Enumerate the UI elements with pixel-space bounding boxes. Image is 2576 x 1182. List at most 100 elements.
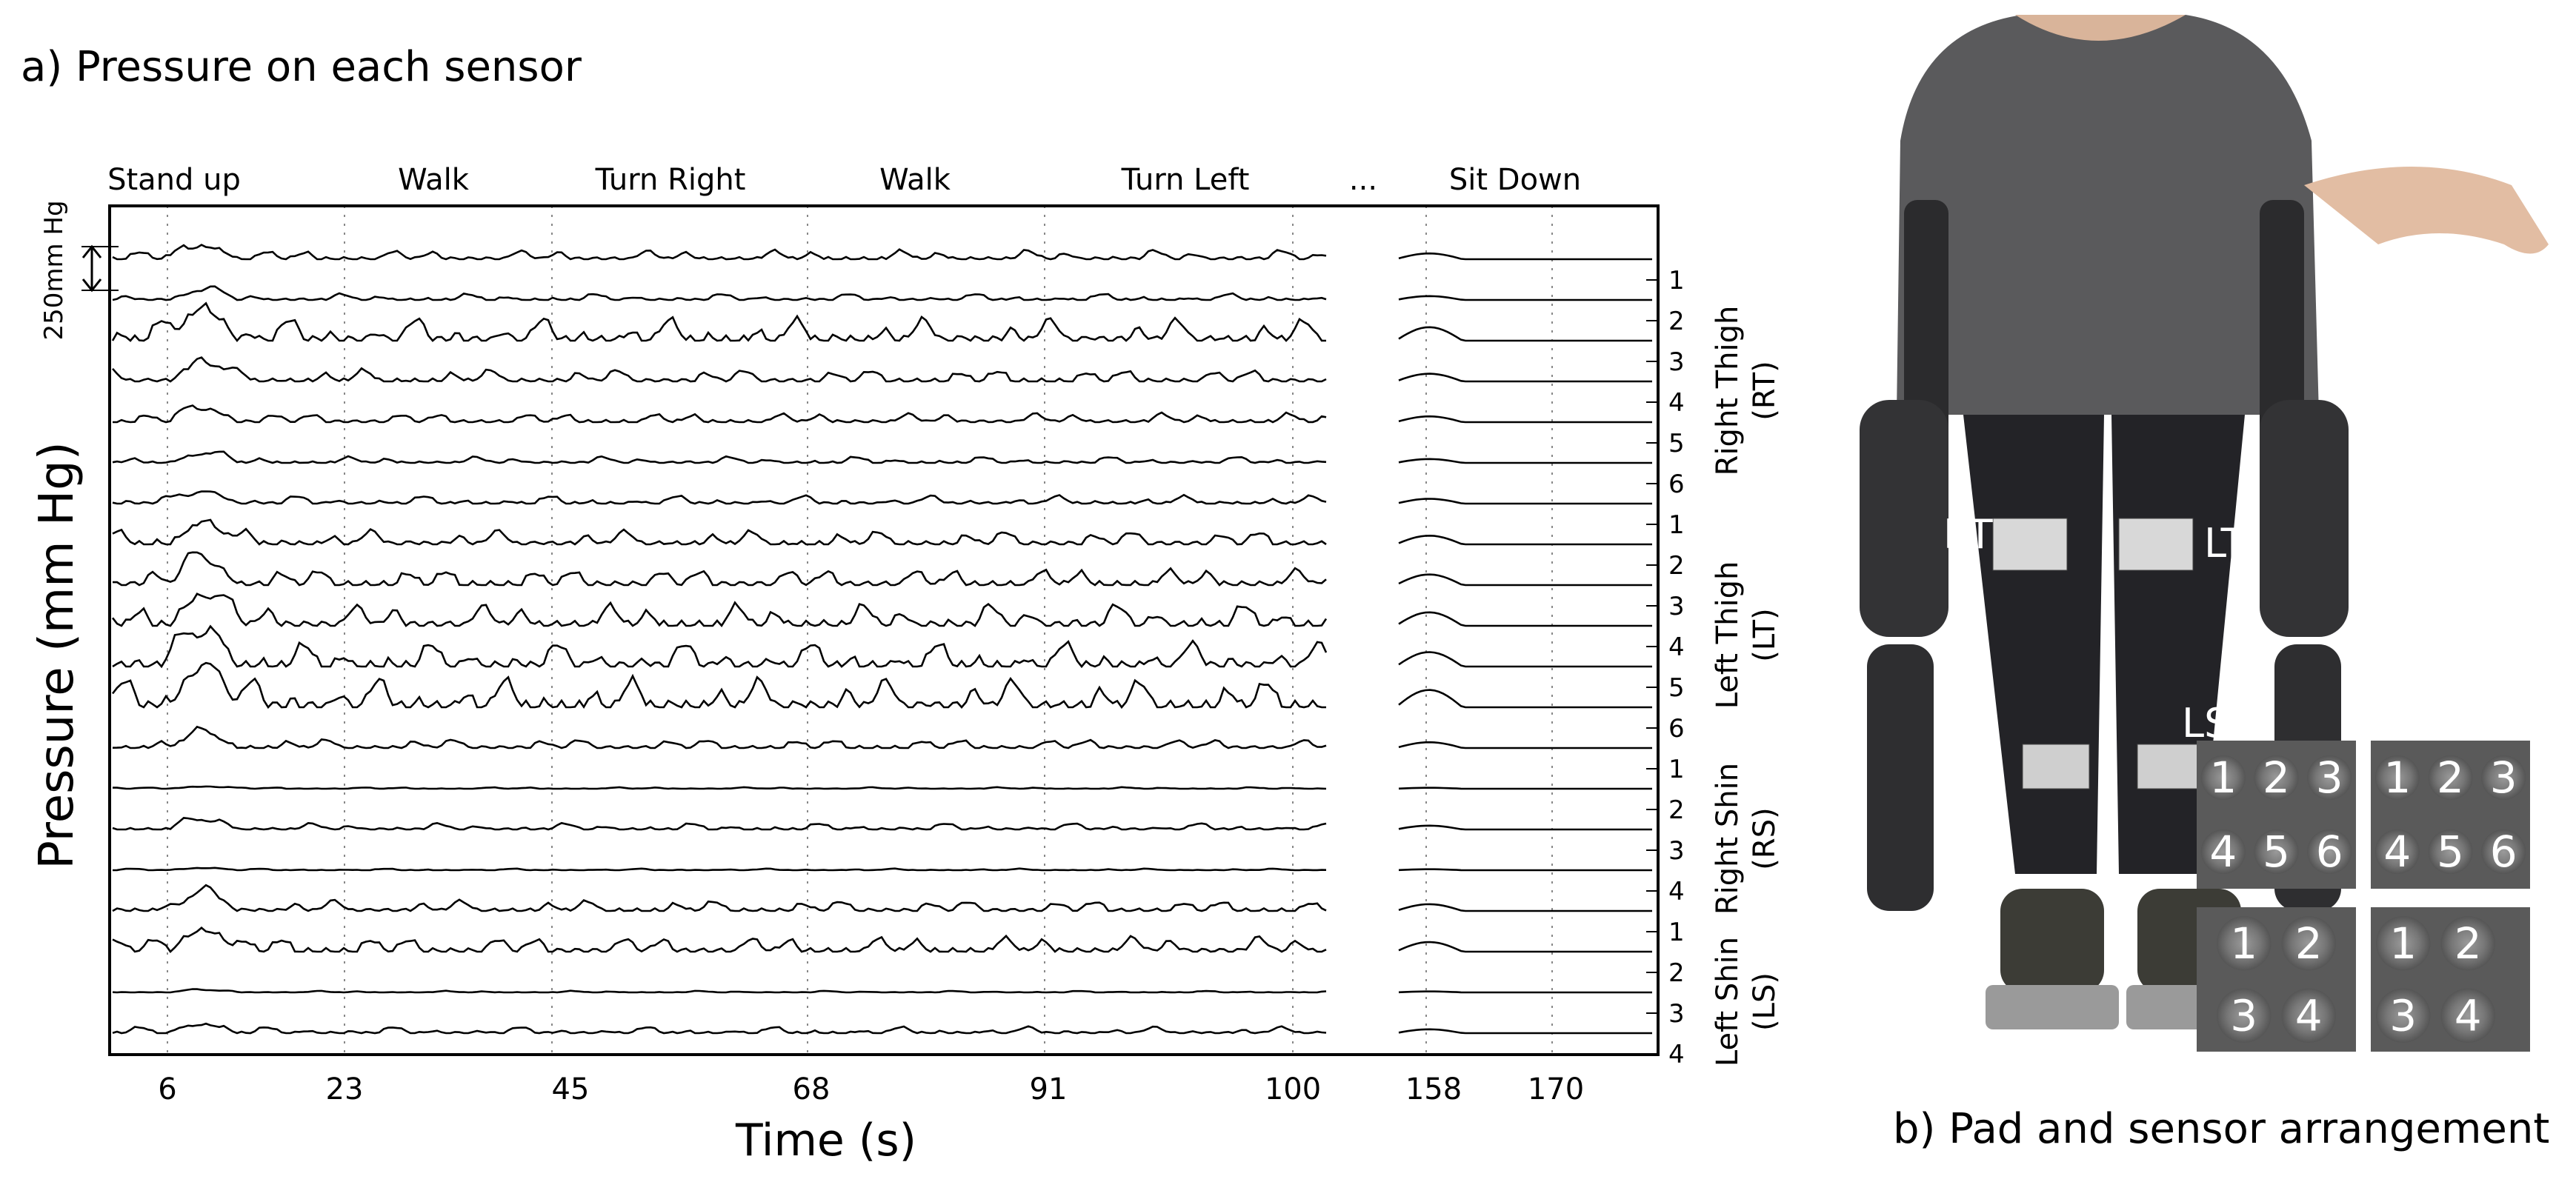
trace-line-tail-7	[1398, 534, 1652, 546]
x-axis-label: Time (s)	[735, 1115, 916, 1166]
sensor-number-5: 6	[1668, 470, 1685, 499]
sensor-number-8: 3	[1668, 592, 1685, 621]
pad-number: 4	[2209, 827, 2237, 877]
y-axis-label: Pressure (mm Hg)	[30, 441, 84, 869]
trace-line-tail-5	[1398, 458, 1652, 464]
sensor-number-0: 1	[1668, 266, 1685, 296]
pad-number: 2	[2295, 918, 2323, 969]
right-shoe	[2000, 889, 2104, 992]
x-tick-label-4: 91	[1030, 1072, 1068, 1106]
shin-pad-layout-right: 1 23 4	[2197, 907, 2356, 1052]
sensor-number-15: 4	[1668, 877, 1685, 906]
y-ticks	[1646, 279, 1658, 1055]
pad-blob	[2481, 755, 2526, 801]
pad-blob	[2281, 916, 2336, 971]
pad-blob	[2217, 988, 2272, 1043]
pad-number: 3	[2230, 990, 2257, 1041]
right-leg	[1963, 415, 2104, 874]
pad-blob	[2440, 916, 2495, 971]
pad-number: 1	[2383, 752, 2411, 803]
pad-blob	[2374, 755, 2420, 801]
pad-label-lt: LT	[2204, 520, 2246, 567]
pad-number: 5	[2437, 827, 2464, 877]
pad-blob	[2217, 916, 2272, 971]
pad-number: 4	[2383, 827, 2411, 877]
phase-label-2: Turn Right	[595, 163, 746, 197]
trace-line-tail-8	[1398, 573, 1652, 587]
trace-line-tail-16	[1398, 903, 1652, 912]
arm-shape	[2304, 167, 2549, 254]
pad-blob	[2254, 829, 2299, 875]
pressure-traces	[111, 244, 1652, 1035]
trace-line-6	[112, 490, 1327, 505]
pad-number: 3	[2316, 752, 2343, 803]
trace-line-tail-4	[1398, 415, 1652, 424]
trace-line-11	[111, 661, 1326, 709]
sensor-number-14: 3	[1668, 836, 1685, 866]
sensor-number-7: 2	[1668, 551, 1685, 581]
pad-blob	[2307, 755, 2352, 801]
trace-line-4	[113, 404, 1327, 424]
pad-label-rs: RS	[1940, 695, 1993, 741]
pad-number: 3	[2490, 752, 2517, 803]
sensor-number-3: 4	[1668, 388, 1685, 418]
sensor-number-12: 1	[1668, 755, 1685, 784]
pad-blob	[2428, 829, 2473, 875]
shirt-shape	[1897, 15, 2319, 415]
pad-number: 4	[2454, 990, 2482, 1041]
x-tick-label-5: 100	[1265, 1072, 1321, 1106]
trace-line-18	[112, 988, 1327, 994]
thigh-pad-layout-right: 1 2 3 4 5 6	[2197, 741, 2356, 889]
trace-line-19	[112, 1022, 1327, 1035]
sensor-number-19: 4	[1668, 1040, 1685, 1069]
group-label-3-line1: Left Shin	[1711, 937, 1745, 1066]
pad-number: 6	[2316, 827, 2343, 877]
trace-line-tail-3	[1398, 373, 1652, 383]
pad-blob	[2307, 829, 2352, 875]
trace-line-2	[111, 301, 1326, 343]
neck-shape	[2015, 15, 2186, 41]
trace-line-5	[112, 450, 1327, 464]
pad-number: 2	[2263, 752, 2290, 803]
group-label-1-line2: (LT)	[1748, 608, 1782, 661]
trace-line-14	[112, 817, 1327, 831]
sensor-number-4: 5	[1668, 429, 1685, 458]
trace-line-tail-10	[1398, 651, 1652, 668]
group-label-0-line2: (RT)	[1748, 361, 1782, 421]
trace-line-0	[112, 244, 1327, 261]
sensor-number-11: 6	[1668, 714, 1685, 744]
sensor-number-18: 3	[1668, 999, 1685, 1029]
trace-line-tail-9	[1398, 611, 1652, 627]
trace-line-tail-15	[1398, 868, 1652, 872]
pad-blob	[2428, 755, 2473, 801]
group-label-3-line2: (LS)	[1748, 972, 1782, 1031]
panel-b-caption: b) Pad and sensor arrangement	[1893, 1105, 2550, 1153]
group-label-2-line2: (RS)	[1748, 807, 1782, 869]
x-tick-label-3: 68	[793, 1072, 831, 1106]
sensor-number-2: 3	[1668, 347, 1685, 377]
pad-blob	[2481, 829, 2526, 875]
x-tick-label-7: 170	[1528, 1072, 1584, 1106]
phase-label-3: Walk	[879, 163, 951, 197]
trace-line-7	[112, 518, 1327, 546]
plot-frame	[108, 204, 1660, 1056]
trace-line-9	[111, 592, 1328, 627]
trace-line-16	[112, 884, 1327, 912]
trace-line-tail-12	[1398, 741, 1652, 749]
right-footplate	[1986, 985, 2119, 1029]
pad-blob	[2376, 916, 2431, 971]
pad-number: 4	[2295, 990, 2323, 1041]
pad-number: 1	[2209, 752, 2237, 803]
phase-label-5: ...	[1349, 163, 1377, 197]
sensor-box-rs	[2022, 744, 2090, 789]
exoskeleton-photo: RT LT RS LS 1 2 34 5 6 1 2 34 5 6 1 23 4 1 23 4	[1860, 15, 2549, 1052]
trace-line-8	[113, 551, 1327, 587]
pad-number: 1	[2389, 918, 2417, 969]
trace-line-tail-2	[1398, 326, 1652, 342]
sensor-box-ls	[2137, 744, 2205, 789]
sensor-number-9: 4	[1668, 632, 1685, 662]
group-label-0-line1: Right Thigh	[1711, 306, 1745, 476]
group-label-2-line1: Right Shin	[1711, 763, 1745, 915]
